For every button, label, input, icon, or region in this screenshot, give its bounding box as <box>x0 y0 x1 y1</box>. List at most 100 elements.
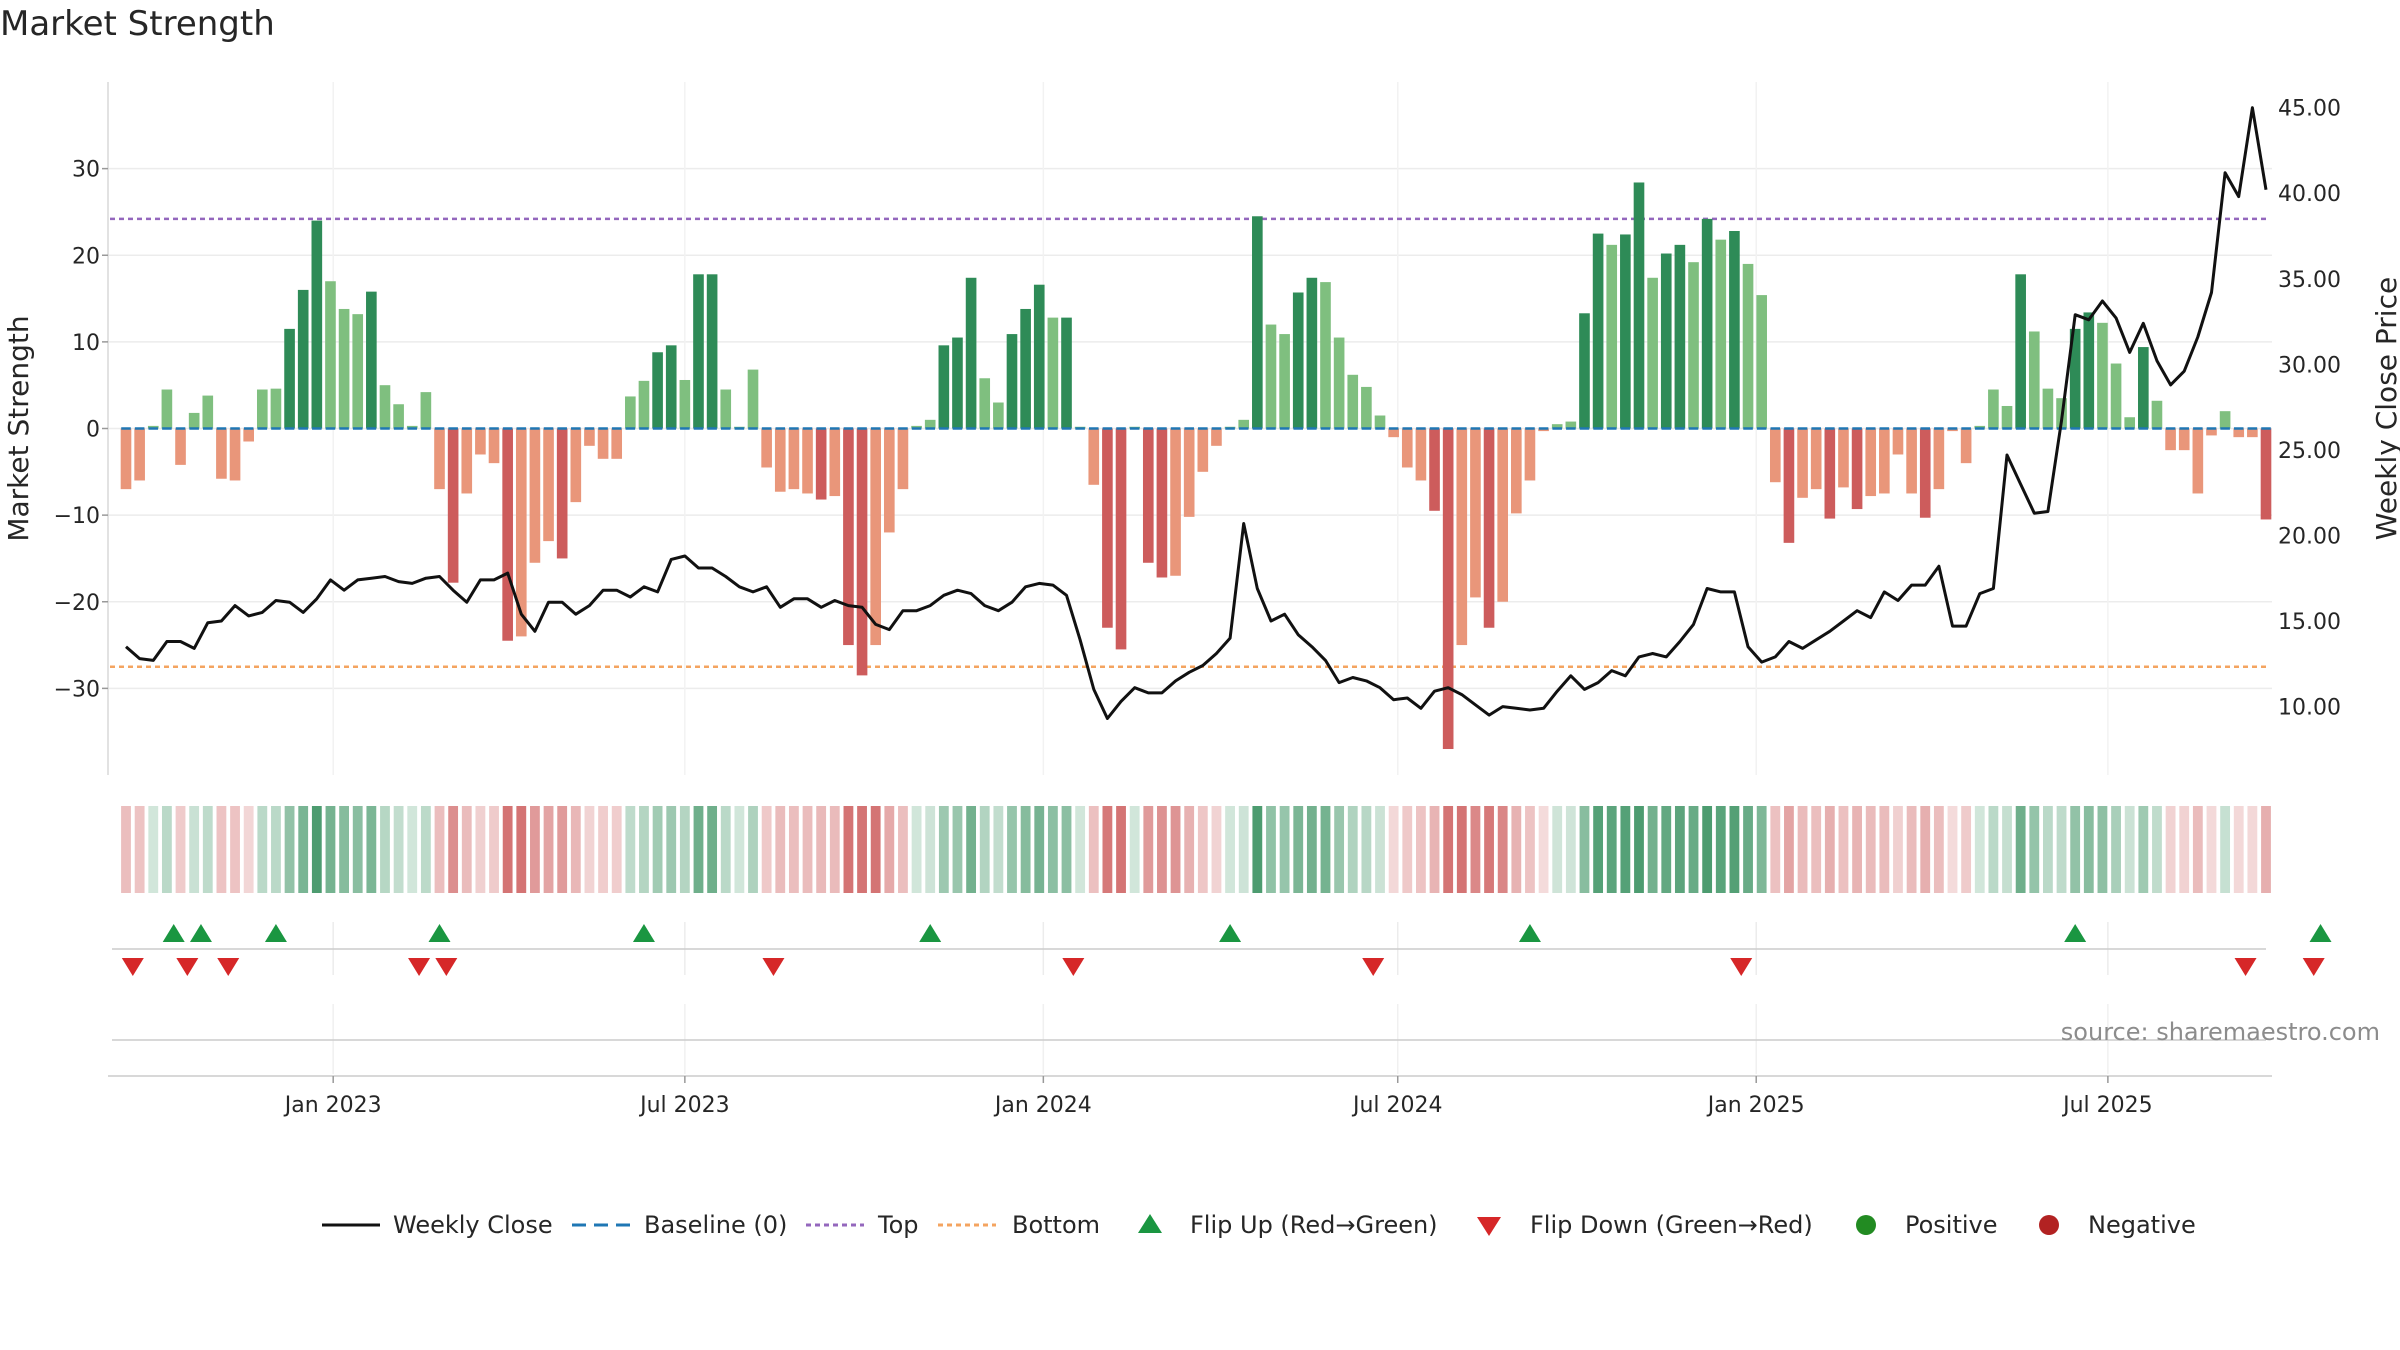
heat-cell <box>325 806 336 893</box>
heat-cell <box>2247 806 2258 893</box>
heat-cell <box>788 806 799 893</box>
strength-bar <box>2151 400 2163 429</box>
heat-cell <box>271 806 281 893</box>
heat-cell <box>2070 806 2081 893</box>
heat-cell <box>1988 806 1999 893</box>
strength-bar <box>2247 428 2258 438</box>
strength-bar <box>1047 317 1059 429</box>
heat-cell <box>1143 806 1154 893</box>
heat-cell <box>1225 806 1235 893</box>
heat-cell <box>598 806 608 893</box>
strength-bar <box>843 428 854 646</box>
heat-cell <box>380 806 390 893</box>
heat-cell <box>557 806 568 893</box>
y-tick-label: 0 <box>86 418 100 443</box>
strength-bar <box>938 345 950 429</box>
heat-cell <box>1729 806 1740 893</box>
strength-bar <box>2110 363 2122 429</box>
strength-bar <box>161 389 173 429</box>
strength-bar <box>2192 428 2204 494</box>
heat-cell <box>816 806 827 893</box>
strength-bar <box>1674 244 1686 429</box>
heat-cell <box>1470 806 1481 893</box>
heat-cell <box>1961 806 1972 893</box>
strength-bar <box>461 428 473 494</box>
strength-bar <box>1769 428 1781 483</box>
strength-bar <box>1960 428 1972 464</box>
strength-bar <box>1006 334 1018 429</box>
strength-bar <box>447 428 459 583</box>
x-tick-label: Jul 2023 <box>638 1093 730 1118</box>
strength-bar <box>1470 428 1481 598</box>
strength-bars <box>120 182 2272 750</box>
heat-cell <box>1116 806 1126 893</box>
strength-bar <box>1620 234 1631 429</box>
strength-bar <box>2124 417 2136 429</box>
strength-bar <box>2042 388 2054 429</box>
heat-cell <box>1402 806 1413 893</box>
strength-bar <box>1851 428 1863 510</box>
heat-cell <box>407 806 418 893</box>
strength-bar <box>2001 405 2013 429</box>
legend-label: Baseline (0) <box>644 1211 787 1239</box>
strength-bar <box>1183 428 1195 517</box>
heat-cell <box>1075 806 1086 893</box>
strength-bar <box>611 428 623 459</box>
strength-bar <box>379 385 391 429</box>
heat-cell <box>1020 806 1031 893</box>
heat-cell <box>230 806 240 893</box>
strength-bar <box>625 396 636 429</box>
flip-up-marker <box>1219 924 1242 942</box>
strength-bar <box>311 220 323 429</box>
strength-bar <box>2083 312 2095 429</box>
strength-bar <box>993 402 1004 429</box>
heat-cell <box>1197 806 1208 893</box>
flip-down-marker <box>408 958 431 976</box>
heat-cell <box>2233 806 2244 893</box>
heat-cell <box>1157 806 1167 893</box>
strength-bar <box>815 428 827 500</box>
legend-label: Negative <box>2088 1211 2196 1239</box>
heat-cell <box>1920 806 1931 893</box>
strength-bar <box>856 428 868 676</box>
heat-cell <box>1947 806 1958 893</box>
strength-bar <box>134 428 145 481</box>
y2-tick-label: 15.00 <box>2278 610 2341 635</box>
strength-bar <box>1320 282 1331 429</box>
flip-down-marker <box>2234 958 2257 976</box>
legend-swatch <box>1856 1215 1876 1235</box>
heat-cell <box>1415 806 1426 893</box>
heat-cell <box>175 806 186 893</box>
strength-bar <box>1197 428 1209 472</box>
strength-bar <box>1020 308 1031 429</box>
heat-cell <box>1715 806 1726 893</box>
heat-cell <box>1702 806 1713 893</box>
heat-cell <box>284 806 295 893</box>
heat-cell <box>720 806 731 893</box>
strength-bar <box>325 281 336 429</box>
strength-bar <box>1988 389 1999 429</box>
strength-bar <box>393 404 404 429</box>
strength-bar <box>1170 428 1181 576</box>
strength-bar <box>243 428 254 442</box>
heat-cell <box>1497 806 1508 893</box>
heat-cell <box>1293 806 1304 893</box>
strength-bar <box>1238 419 1250 429</box>
heat-cell <box>311 806 322 893</box>
heat-cell <box>938 806 949 893</box>
strength-bar <box>1865 428 1877 497</box>
strength-bar <box>747 369 759 429</box>
strength-bar <box>2138 347 2149 429</box>
strength-bar <box>406 425 418 429</box>
heat-cell <box>775 806 786 893</box>
strength-bar <box>1688 262 1699 429</box>
heat-cell <box>1320 806 1331 893</box>
strength-bar <box>1524 428 1536 481</box>
strength-bar <box>788 428 800 490</box>
strength-bar <box>1879 428 1890 494</box>
flip-up-marker <box>264 924 287 942</box>
legend-label: Flip Up (Red→Green) <box>1190 1211 1438 1239</box>
strength-bar <box>120 428 132 490</box>
strength-bar <box>1606 244 1618 429</box>
